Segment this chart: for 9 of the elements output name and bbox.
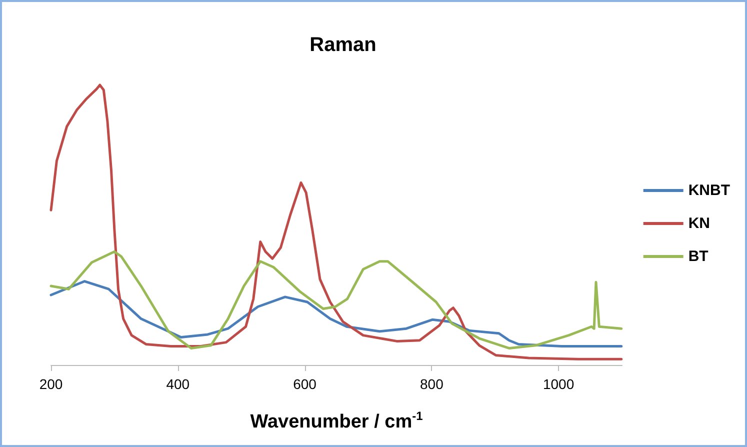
legend-label: KN bbox=[688, 215, 710, 232]
x-tick-label: 1000 bbox=[542, 376, 574, 392]
x-tick-label: 200 bbox=[39, 376, 63, 392]
legend-label: KNBT bbox=[688, 182, 730, 199]
x-tick-label: 600 bbox=[293, 376, 317, 392]
x-tick-label: 800 bbox=[420, 376, 444, 392]
legend-label: BT bbox=[688, 248, 708, 265]
x-tick-label: 400 bbox=[166, 376, 190, 392]
chart-title: Raman bbox=[310, 34, 376, 56]
